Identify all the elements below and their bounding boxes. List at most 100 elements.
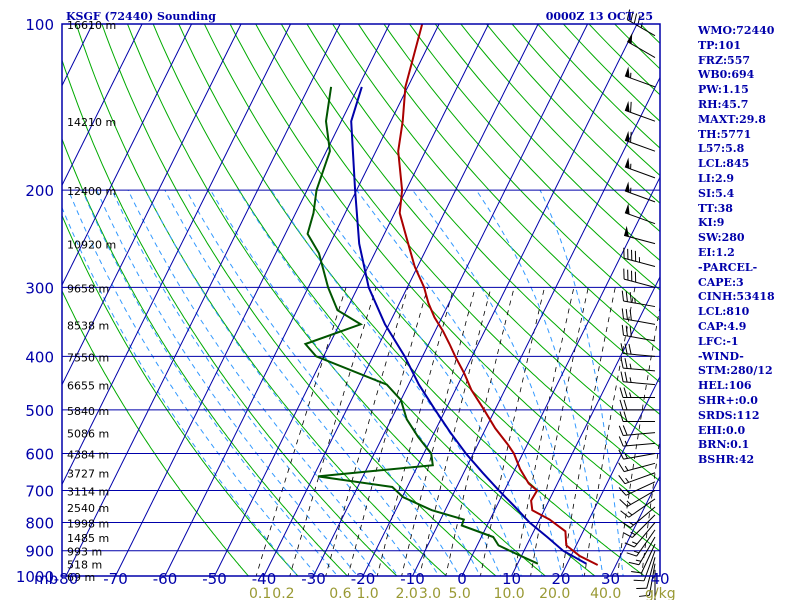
height-label: 7550 m [67,351,109,364]
wind-barb-feather [623,411,628,422]
wind-barb-feather [628,343,632,355]
wind-barb-half [624,453,628,459]
y-tick-label: 300 [25,279,54,297]
wind-barb-staff [623,353,656,357]
index-line: KI:9 [698,216,725,230]
isotherm-line [115,24,391,576]
x-tick-label: -20 [351,570,376,588]
dry-adiabat-line [101,24,497,576]
wind-barb-staff [632,514,656,538]
wind-barb-feather [618,449,624,460]
wind-barb-half [624,440,628,446]
dry-adiabat-line [126,24,547,576]
index-line: LI:2.9 [698,171,735,185]
isotherm-line [313,24,589,576]
isotherm-line [62,24,193,287]
height-label: 2540 m [67,502,109,515]
wind-barb-staff [623,318,656,325]
dry-adiabat-line [280,24,660,448]
wind-barb-feather [629,326,632,337]
x-tick-label: 40 [650,570,669,588]
wind-barb-feather [619,498,628,507]
wind-barb-flag [624,100,630,112]
wind-barb-feather [620,343,624,354]
height-label: 6655 m [67,380,109,393]
wind-barb-feather [620,357,624,369]
index-line: TP:101 [698,38,742,52]
height-label: 9658 m [67,282,109,295]
moist-adiabat-line [62,206,299,576]
dry-adiabat-line [178,24,646,576]
wind-barb-feather [623,387,628,398]
x-tick-label: 20 [551,570,570,588]
wind-barb-staff [641,543,656,574]
isotherm-line [461,176,660,576]
index-line: RH:45.7 [698,97,749,111]
wind-barb-half [629,377,632,383]
mixing-ratio-label: 2.0 [396,586,418,600]
x-tick-label: -40 [252,570,277,588]
wind-barb-staff [623,453,656,460]
mixing-ratio-line [583,287,636,576]
dewpoint-line [303,86,539,565]
moist-adiabat-line [164,189,440,576]
index-line: BSHR:42 [698,453,755,467]
index-line: LCL:845 [698,157,750,171]
mixing-ratio-unit: g/kg [645,586,676,600]
wind-barb-staff [623,278,656,288]
wind-barb-half [628,521,634,526]
wind-barb-feather [619,387,624,398]
height-label: 5086 m [67,428,109,441]
isotherm-line [412,76,660,576]
wind-barb-feather [621,308,624,319]
mixing-ratio-line [479,287,545,576]
isotherm-line [62,24,242,386]
moist-adiabat-line [412,189,584,576]
dry-adiabat-line [255,24,660,482]
index-line: LFC:-1 [698,334,739,348]
wind-barb-feather [622,532,633,538]
moist-adiabat-line [67,190,319,576]
height-label: 3114 m [67,485,109,498]
moist-adiabat-line [81,190,339,576]
mixing-ratio-line [561,287,616,576]
isotherm-line [362,24,638,576]
wind-barb-half [625,489,630,494]
wind-barb-feather [620,510,630,518]
mixing-ratio-label: 20.0 [539,586,570,600]
wind-barb-staff [623,381,656,386]
height-label: 1998 m [67,518,109,531]
index-line: FRZ:557 [698,53,751,67]
wind-barb-half [630,531,636,536]
wind-barb-flag [624,225,629,237]
y-tick-label: 500 [25,402,54,420]
x-tick-label: 0 [457,570,467,588]
height-label: 10920 m [67,239,116,252]
wind-barb-staff [627,41,656,58]
wind-barb-staff [630,506,656,528]
wind-barb-staff [624,75,656,88]
dry-adiabat-line [408,24,660,291]
wind-barb-feather [626,9,631,20]
height-label: 1485 m [67,532,109,545]
wind-barb-staff [627,19,656,37]
wind-barb-staff [636,529,656,557]
moist-adiabat-line [210,189,481,576]
wind-barb-feather [624,343,628,354]
dry-adiabat-line [152,24,596,576]
mixing-ratio-line [419,287,492,576]
wind-barb-feather [628,561,640,566]
index-line: CINH:53418 [698,290,775,304]
chart-title: KSGF (72440) Sounding [66,10,216,23]
wind-barb-feather [629,291,632,303]
y-tick-label: 1000 [16,568,54,586]
isotherm-line [610,475,660,576]
mixing-ratio-line [325,287,409,576]
moist-adiabat-line [475,189,604,576]
wind-barb-staff [624,190,656,203]
index-line: TH:5771 [698,127,752,141]
wind-barb-feather [625,291,628,302]
temperature-line [397,24,599,566]
wind-barb-feather [625,325,628,337]
